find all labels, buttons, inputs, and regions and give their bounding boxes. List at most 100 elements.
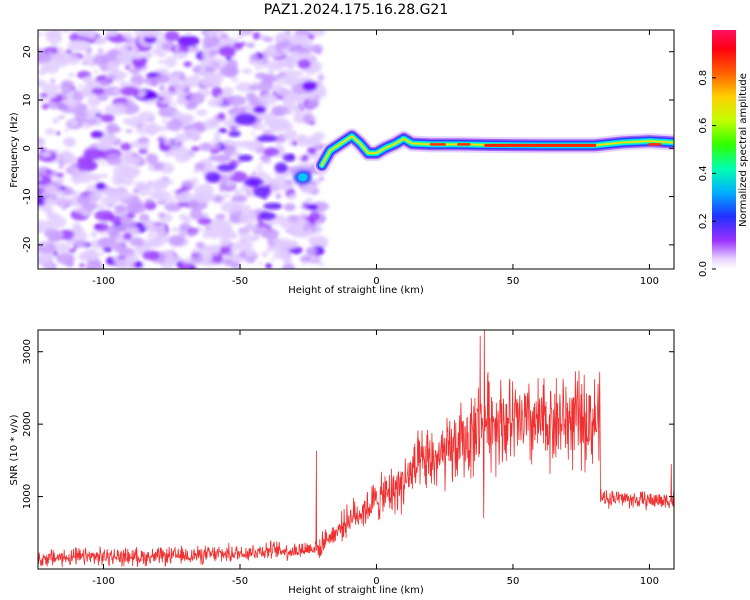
x-tick-label: 50 [507,576,520,587]
noise-blob [144,91,159,100]
noise-blob [209,148,220,154]
noise-blob [125,129,133,134]
noise-blob [128,202,141,213]
noise-blob [234,188,242,196]
noise-blob [207,32,215,38]
noise-blob [68,119,79,127]
noise-blob [131,52,144,60]
noise-blob [58,229,76,241]
noise-blob [134,30,150,37]
noise-blob [318,72,325,77]
noise-blob [310,162,315,166]
noise-blob [91,87,105,95]
noise-blob [276,74,282,79]
noise-blob [204,66,216,73]
noise-blob [198,73,204,77]
noise-blob [260,62,270,69]
snr-x-axis: -100 -50 0 50 100 [92,330,659,587]
snr-series-line [38,330,674,568]
noise-blob [128,67,141,74]
noise-blob [261,251,269,258]
noise-blob [236,194,248,203]
noise-blob [56,131,60,135]
noise-blob [200,164,218,174]
noise-blob [168,235,186,247]
noise-blob [257,95,263,100]
noise-blob [242,185,254,192]
noise-blob [248,84,260,92]
noise-blob [106,30,119,37]
x-tick-label: 50 [507,276,520,287]
noise-blob [283,129,298,141]
noise-blob [120,175,134,186]
snr-frame [37,329,675,570]
noise-blob [92,173,101,182]
noise-blob [232,140,244,149]
noise-blob [312,132,326,141]
noise-blob [302,114,314,125]
noise-blob [254,66,262,70]
noise-blob [266,160,272,165]
noise-blob [42,243,49,248]
noise-blob [62,30,71,34]
noise-blob [99,173,109,178]
noise-blob [164,30,180,42]
noise-blob [210,252,217,256]
noise-blob [285,53,302,65]
noise-blob [95,182,106,190]
colorbar-gradient [712,30,736,269]
noise-blob [239,213,256,225]
noise-blob [222,86,234,96]
noise-blob [220,244,231,255]
noise-blob [207,98,223,108]
noise-blob [197,217,213,226]
noise-blob [285,183,289,187]
noise-blob [127,46,133,50]
noise-blob [300,205,308,209]
noise-blob [81,210,90,216]
noise-blob [225,180,235,188]
noise-blob [168,198,175,204]
noise-blob [51,43,57,48]
snr-y-label: SNR (10 * v/v) [9,414,20,485]
noise-blob [174,192,195,203]
noise-blob [40,61,51,72]
noise-blob [241,68,253,75]
noise-blob [38,241,57,254]
noise-blob [246,140,261,152]
noise-blob [195,241,205,249]
noise-blob [153,162,164,171]
noise-blob [295,247,303,251]
noise-blob [217,94,225,98]
noise-blob [222,141,229,146]
noise-blob [312,48,320,53]
y-tick-label: 3000 [22,339,33,364]
noise-blob [154,74,170,84]
noise-blob [44,128,56,136]
noise-blob [38,31,43,37]
noise-blob [303,161,310,166]
noise-blob [249,234,260,242]
noise-blob [73,240,89,248]
noise-blob [251,131,255,136]
noise-blob [106,62,113,66]
noise-blob [94,37,105,46]
noise-blob [106,225,120,237]
noise-blob [305,247,318,256]
noise-blob [172,111,184,120]
noise-blob [153,178,169,191]
noise-blob [182,215,192,224]
noise-blob [87,97,101,107]
noise-blob [249,53,260,61]
noise-blob [190,208,203,220]
noise-blob [164,92,168,96]
noise-blob [302,80,318,92]
noise-blob [231,150,242,158]
noise-blob [220,33,229,39]
noise-blob [68,248,76,253]
colorbar-tick-label: 0.2 [698,213,709,229]
noise-blob [83,53,94,62]
noise-blob [256,171,267,178]
noise-blob [226,95,247,107]
